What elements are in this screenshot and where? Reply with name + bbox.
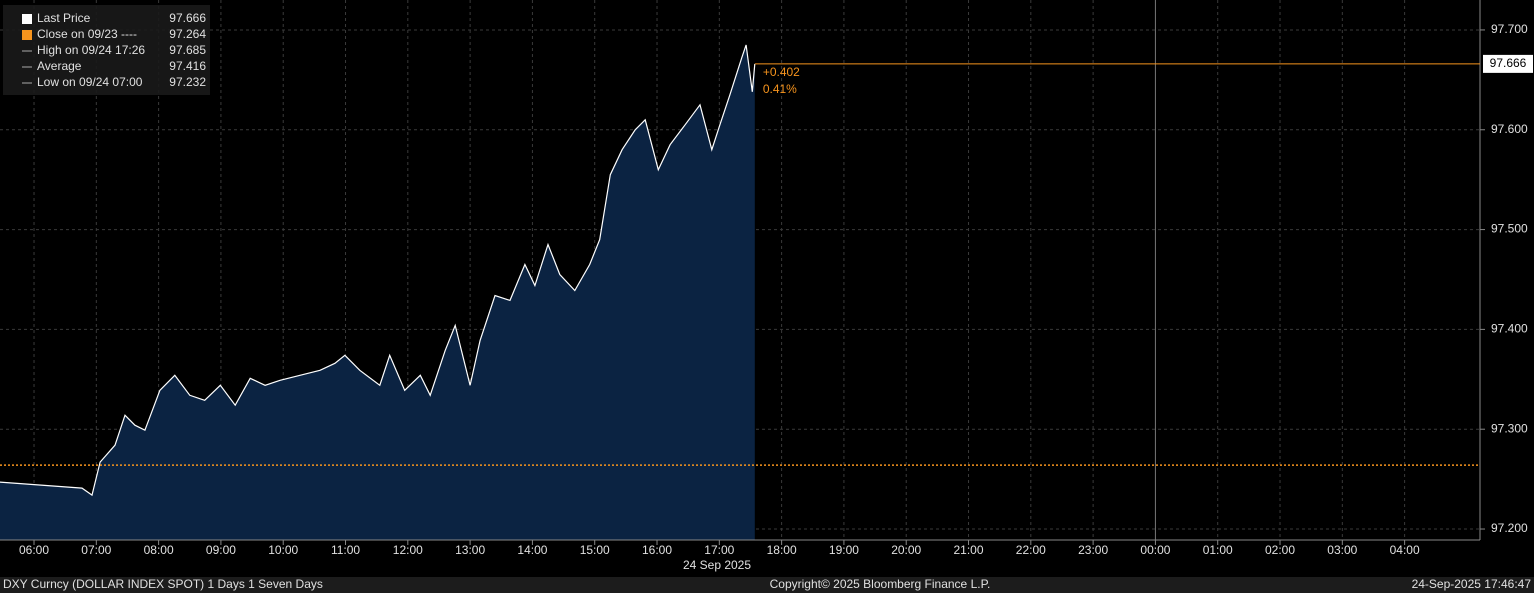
footer-bar bbox=[0, 577, 1534, 593]
x-tick-label: 18:00 bbox=[767, 543, 797, 557]
x-tick-label: 07:00 bbox=[81, 543, 111, 557]
legend-swatch bbox=[22, 30, 32, 40]
area bbox=[0, 44, 755, 540]
legend-box bbox=[3, 5, 210, 95]
x-tick-label: 23:00 bbox=[1078, 543, 1108, 557]
legend-label: High on 09/24 17:26 bbox=[37, 43, 145, 57]
y-tick-label: 97.700 bbox=[1491, 22, 1528, 36]
legend-label: Close on 09/23 ---- bbox=[37, 27, 137, 41]
y-tick-label: 97.400 bbox=[1491, 322, 1528, 336]
legend-label: Last Price bbox=[37, 11, 91, 25]
x-tick-label: 16:00 bbox=[642, 543, 672, 557]
x-tick-label: 10:00 bbox=[268, 543, 298, 557]
date-label: 24 Sep 2025 bbox=[683, 558, 751, 572]
legend-value: 97.264 bbox=[169, 27, 206, 41]
change-label: +0.402 bbox=[763, 65, 800, 79]
x-tick-label: 00:00 bbox=[1140, 543, 1170, 557]
price-line bbox=[0, 44, 756, 497]
last-price-box bbox=[1483, 54, 1533, 73]
x-tick-label: 17:00 bbox=[704, 543, 734, 557]
legend-value: 97.685 bbox=[169, 43, 206, 57]
last-price-label: 97.666 bbox=[1490, 56, 1527, 70]
change-pct-label: 0.41% bbox=[763, 82, 797, 96]
x-tick-label: 09:00 bbox=[206, 543, 236, 557]
x-tick-label: 03:00 bbox=[1327, 543, 1357, 557]
legend-value: 97.666 bbox=[169, 11, 206, 25]
x-tick-label: 04:00 bbox=[1390, 543, 1420, 557]
x-tick-label: 06:00 bbox=[19, 543, 49, 557]
legend-label: Low on 09/24 07:00 bbox=[37, 75, 143, 89]
x-tick-label: 02:00 bbox=[1265, 543, 1295, 557]
x-tick-label: 13:00 bbox=[455, 543, 485, 557]
x-tick-label: 08:00 bbox=[144, 543, 174, 557]
x-tick-label: 12:00 bbox=[393, 543, 423, 557]
legend-value: 97.232 bbox=[169, 75, 206, 89]
y-tick-label: 97.200 bbox=[1491, 521, 1528, 535]
x-tick-label: 11:00 bbox=[331, 543, 360, 557]
x-tick-label: 15:00 bbox=[580, 543, 610, 557]
y-tick-label: 97.300 bbox=[1491, 421, 1528, 435]
legend-label: Average bbox=[37, 59, 82, 73]
legend-swatch bbox=[22, 14, 32, 24]
x-tick-label: 19:00 bbox=[829, 543, 859, 557]
legend-value: 97.416 bbox=[169, 59, 206, 73]
footer-right: 24-Sep-2025 17:46:47 bbox=[1412, 577, 1532, 591]
y-tick-label: 97.600 bbox=[1491, 122, 1528, 136]
footer-center: Copyright© 2025 Bloomberg Finance L.P. bbox=[770, 577, 991, 591]
x-tick-label: 20:00 bbox=[891, 543, 921, 557]
x-tick-label: 22:00 bbox=[1016, 543, 1046, 557]
footer-left: DXY Curncy (DOLLAR INDEX SPOT) 1 Days 1 … bbox=[3, 577, 323, 591]
x-tick-label: 21:00 bbox=[954, 543, 984, 557]
x-tick-label: 01:00 bbox=[1203, 543, 1233, 557]
x-tick-label: 14:00 bbox=[517, 543, 547, 557]
y-tick-label: 97.500 bbox=[1491, 222, 1528, 236]
